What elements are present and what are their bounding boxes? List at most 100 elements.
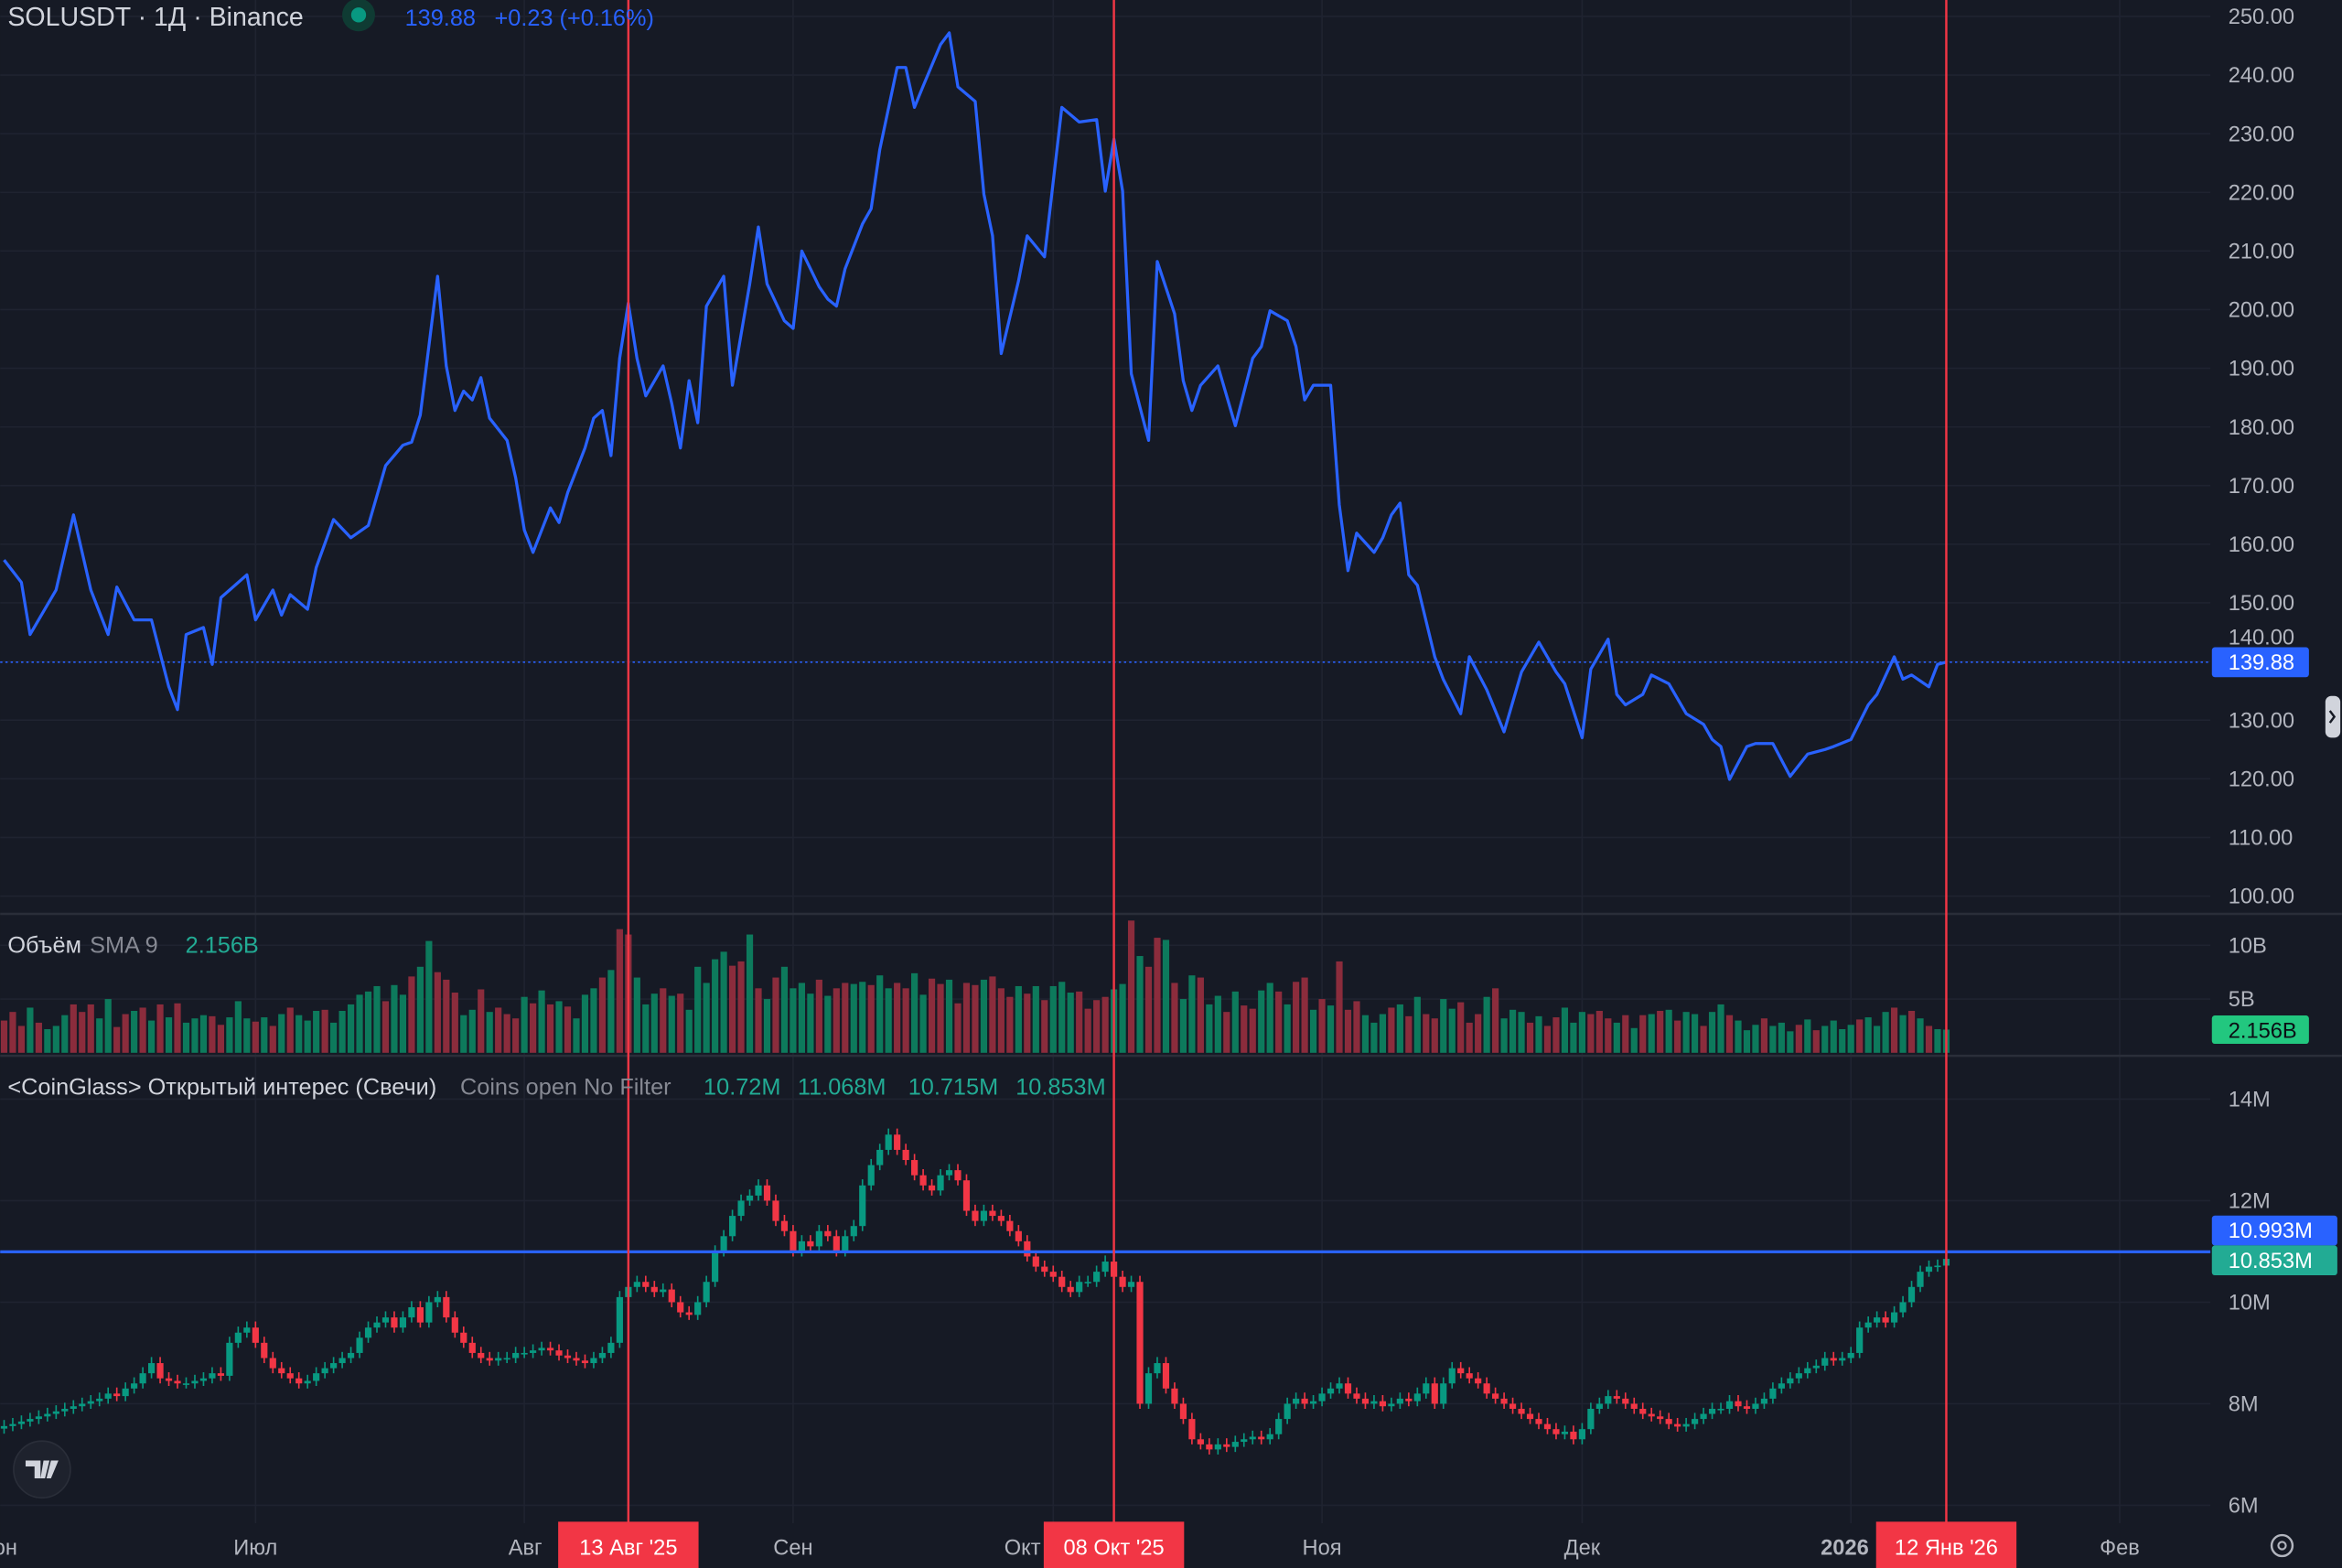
gear-icon[interactable] bbox=[2270, 1533, 2294, 1558]
volume-bar bbox=[1370, 1022, 1378, 1053]
oi-candle bbox=[35, 1416, 42, 1420]
oi-candle bbox=[746, 1195, 754, 1201]
oi-candle bbox=[833, 1236, 840, 1251]
volume-value-badge bbox=[2211, 1015, 2309, 1045]
oi-candle bbox=[1543, 1423, 1552, 1430]
oi-candle bbox=[434, 1296, 441, 1303]
oi-candle bbox=[1787, 1378, 1794, 1384]
market-status-dot[interactable] bbox=[350, 7, 367, 23]
oi-candle bbox=[650, 1286, 658, 1293]
oi-candle bbox=[1552, 1429, 1560, 1434]
oi-candle bbox=[356, 1337, 363, 1353]
volume-bar bbox=[1890, 1007, 1898, 1053]
volume-bar bbox=[1396, 1004, 1403, 1053]
chevron-right-icon[interactable] bbox=[2325, 695, 2341, 738]
oi-candle bbox=[737, 1200, 745, 1217]
oi-candle bbox=[1708, 1408, 1716, 1414]
oi-candle bbox=[1231, 1442, 1239, 1447]
volume-bar bbox=[1830, 1020, 1837, 1053]
oi-candle bbox=[1353, 1393, 1360, 1399]
oi-candle bbox=[668, 1289, 675, 1303]
volume-title[interactable]: Объём bbox=[7, 932, 81, 958]
oi-candle bbox=[1188, 1419, 1196, 1440]
oi-candle bbox=[1587, 1408, 1595, 1430]
oi-hline-badge-label: 10.993M bbox=[2229, 1219, 2313, 1243]
volume-bar bbox=[1570, 1022, 1577, 1053]
volume-bar bbox=[1344, 1009, 1352, 1053]
oi-candle bbox=[381, 1317, 390, 1323]
volume-bar bbox=[44, 1028, 51, 1053]
volume-bar bbox=[1760, 1018, 1768, 1053]
volume-bar bbox=[1041, 1000, 1048, 1053]
oi-candle bbox=[1682, 1423, 1690, 1427]
oi-candle bbox=[1605, 1396, 1612, 1404]
volume-bar bbox=[408, 976, 415, 1053]
oi-candle bbox=[1249, 1436, 1256, 1440]
volume-bar bbox=[980, 979, 988, 1053]
price-tick-label: 250.00 bbox=[2229, 5, 2294, 29]
volume-bar bbox=[1101, 996, 1109, 1053]
volume-bar bbox=[521, 996, 528, 1053]
open-interest-pane[interactable] bbox=[0, 1128, 2211, 1455]
oi-candle bbox=[425, 1302, 433, 1323]
oi-low: 10.715M bbox=[908, 1075, 998, 1101]
volume-bar bbox=[824, 995, 832, 1053]
price-tick-label: 140.00 bbox=[2229, 626, 2294, 650]
oi-candle bbox=[191, 1380, 199, 1384]
oi-candle bbox=[1821, 1358, 1829, 1366]
time-axis[interactable]: Июн Июл Авг Сен Окт Ноя Дек 2026 Фев 13 Авг '25 08… bbox=[0, 1521, 2140, 1568]
price-axis[interactable]: 250.00 240.00 230.00 220.00 210.00 200.00 190.… bbox=[2211, 5, 2337, 1519]
oi-candle bbox=[1769, 1388, 1777, 1399]
volume-bar bbox=[199, 1015, 208, 1053]
date-marker-label: 13 Авг '25 bbox=[579, 1536, 677, 1560]
symbol-title[interactable]: SOLUSDT · 1Д · Binance bbox=[7, 3, 303, 32]
volume-pane[interactable] bbox=[0, 920, 1950, 1053]
volume-bar bbox=[677, 993, 684, 1053]
oi-candle bbox=[1309, 1401, 1317, 1404]
oi-candle bbox=[1657, 1416, 1664, 1420]
volume-bar bbox=[1882, 1012, 1889, 1053]
tradingview-logo[interactable] bbox=[13, 1440, 71, 1499]
oi-title[interactable]: <CoinGlass> Открытый интерес (Свечи) bbox=[7, 1075, 436, 1101]
oi-candle bbox=[1882, 1317, 1889, 1323]
oi-candle bbox=[1206, 1444, 1213, 1450]
time-label: Окт bbox=[1004, 1536, 1041, 1560]
volume-bar bbox=[1743, 1030, 1751, 1053]
oi-candle bbox=[989, 1210, 996, 1217]
oi-legend: <CoinGlass> Открытый интерес (Свечи) Coi… bbox=[7, 1075, 1105, 1101]
oi-candle bbox=[478, 1352, 485, 1359]
oi-candle bbox=[720, 1236, 727, 1251]
oi-candle bbox=[0, 1425, 8, 1429]
oi-candle bbox=[147, 1363, 156, 1374]
volume-bar bbox=[989, 976, 996, 1053]
volume-bar bbox=[399, 994, 407, 1053]
volume-bar bbox=[1595, 1010, 1603, 1053]
oi-candle bbox=[1457, 1368, 1465, 1374]
volume-bar bbox=[1431, 1018, 1438, 1053]
oi-candle bbox=[633, 1282, 640, 1287]
volume-bar bbox=[79, 1012, 86, 1053]
oi-candle bbox=[1500, 1398, 1508, 1404]
volume-bar bbox=[859, 982, 866, 1053]
volume-bar bbox=[156, 1004, 164, 1053]
oi-candle bbox=[1162, 1363, 1170, 1389]
volume-bar bbox=[52, 1026, 59, 1053]
volume-bar bbox=[1899, 1015, 1907, 1053]
last-price-badge bbox=[2211, 647, 2309, 678]
oi-candle bbox=[972, 1210, 979, 1221]
oi-candle bbox=[1119, 1276, 1126, 1287]
price-line-series[interactable] bbox=[3, 31, 1947, 781]
volume-bar bbox=[381, 1001, 390, 1053]
oi-candle bbox=[1743, 1406, 1751, 1409]
oi-candle bbox=[1405, 1398, 1413, 1402]
volume-bar bbox=[1413, 996, 1421, 1053]
oi-candle bbox=[564, 1355, 572, 1359]
volume-bar bbox=[434, 972, 441, 1053]
volume-bar bbox=[1874, 1026, 1881, 1053]
oi-candle bbox=[1440, 1383, 1447, 1404]
volume-bar bbox=[1552, 1017, 1560, 1053]
oi-candle bbox=[1804, 1368, 1811, 1374]
date-marker-label: 12 Янв '26 bbox=[1895, 1536, 1998, 1560]
volume-bar bbox=[486, 1012, 493, 1053]
